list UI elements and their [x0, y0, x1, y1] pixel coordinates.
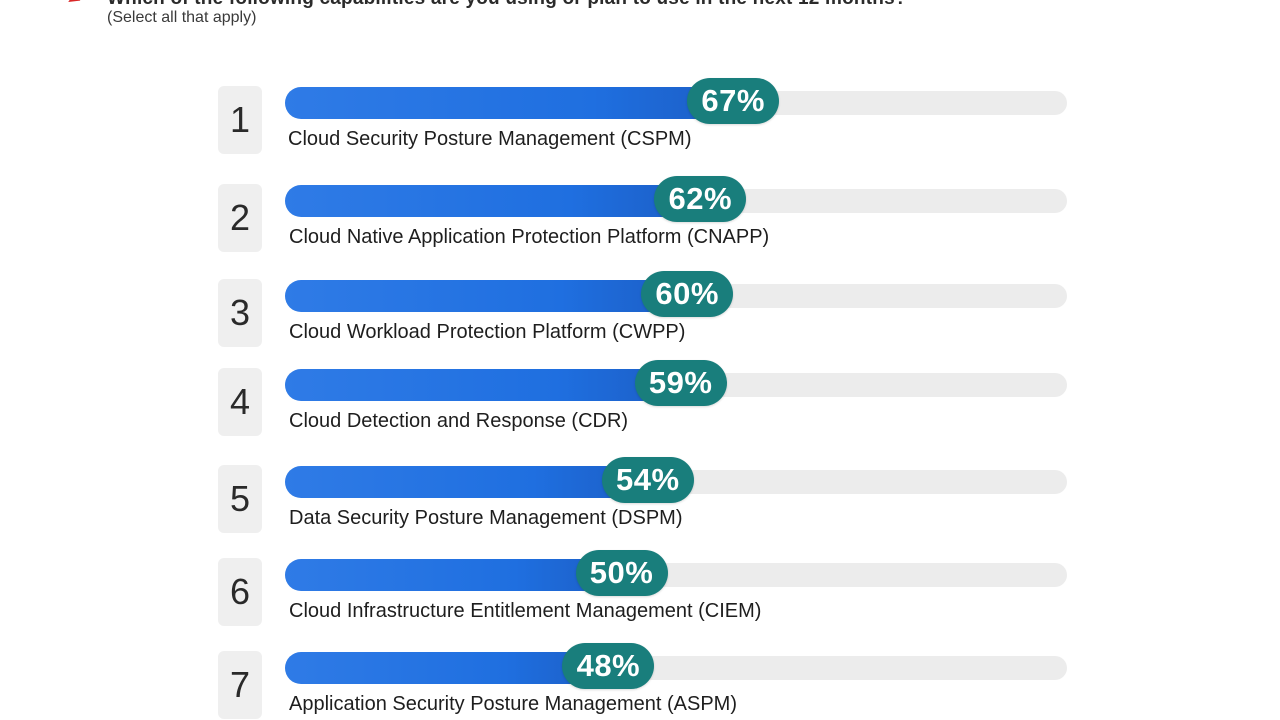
value-label: 50% — [575, 550, 668, 596]
bar — [285, 87, 726, 119]
value-label: 60% — [641, 271, 734, 317]
rank-number: 5 — [218, 465, 262, 533]
rank-number: 7 — [218, 651, 262, 719]
question-subtitle: (Select all that apply) — [107, 9, 257, 26]
category-label: Cloud Native Application Protection Plat… — [289, 226, 770, 248]
value-label: 54% — [601, 457, 694, 503]
bar-row: 6 50% Cloud Infrastructure Entitlement Man… — [0, 550, 1280, 650]
category-label: Application Security Posture Management … — [289, 693, 737, 715]
rank-number: 4 — [218, 368, 262, 436]
rank-number: 3 — [218, 279, 262, 347]
question-title: Which of the following capabilities are … — [107, 0, 907, 10]
category-label: Cloud Detection and Response (CDR) — [289, 410, 629, 432]
bar-row: 1 67% Cloud Security Posture Management (C… — [0, 78, 1280, 178]
category-label: Cloud Workload Protection Platform (CWPP… — [289, 321, 686, 343]
bar-row: 4 59% Cloud Detection and Response (CDR) — [0, 360, 1280, 460]
bar-row: 7 48% Application Security Posture Managem… — [0, 643, 1280, 720]
bar — [285, 369, 673, 401]
category-label: Cloud Infrastructure Entitlement Managem… — [289, 600, 762, 622]
category-label: Cloud Security Posture Management (CSPM) — [288, 128, 692, 150]
value-label: 67% — [687, 78, 780, 124]
rank-number: 2 — [218, 184, 262, 252]
rank-number: 1 — [218, 86, 262, 154]
category-label: Data Security Posture Management (DSPM) — [289, 507, 683, 529]
bar-row: 2 62% Cloud Native Application Protection … — [0, 176, 1280, 276]
bar — [285, 185, 693, 217]
bar — [285, 280, 680, 312]
value-label: 62% — [654, 176, 747, 222]
bar-row: 3 60% Cloud Workload Protection Platform (… — [0, 271, 1280, 371]
bar-row: 5 54% Data Security Posture Management (DS… — [0, 457, 1280, 557]
value-label: 48% — [562, 643, 655, 689]
bar — [285, 466, 640, 498]
value-label: 59% — [634, 360, 727, 406]
bar — [285, 652, 601, 684]
rank-number: 6 — [218, 558, 262, 626]
question-marker-icon — [68, 0, 85, 8]
bar — [285, 559, 614, 591]
